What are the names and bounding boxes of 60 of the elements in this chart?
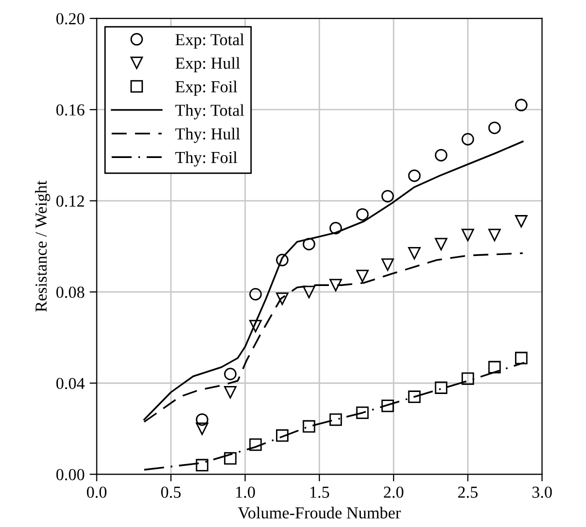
x-tick-label: 0.0 — [86, 486, 106, 498]
point — [196, 458, 208, 472]
legend-label: Exp: Total — [176, 34, 244, 49]
x-tick-label: 0.5 — [161, 486, 181, 498]
point — [462, 132, 474, 146]
point — [276, 254, 289, 266]
point — [276, 429, 289, 442]
x-tick-label: 1.5 — [310, 486, 330, 498]
point — [249, 438, 262, 451]
legend-label: Exp: Hull — [176, 57, 240, 72]
point — [302, 420, 316, 433]
legend-label: Exp: Foil — [176, 80, 238, 96]
point — [302, 238, 316, 250]
point — [515, 215, 528, 228]
y-tick-label: 0.16 — [56, 104, 84, 116]
point — [488, 228, 501, 242]
y-tick-label: 0.20 — [56, 13, 84, 24]
point — [381, 190, 394, 202]
legend-label: Thy: Foil — [175, 151, 238, 167]
y-axis-title: Resistance / Weight — [35, 180, 50, 312]
point — [434, 381, 448, 394]
point — [224, 368, 237, 380]
y-tick-label: 0.08 — [56, 286, 84, 298]
point — [462, 228, 474, 242]
point — [224, 386, 237, 398]
point — [356, 208, 369, 221]
legend-label: Thy: Hull — [175, 128, 240, 143]
point — [488, 360, 501, 374]
point — [381, 400, 394, 412]
x-tick-label: 3.0 — [532, 486, 552, 498]
point — [434, 238, 448, 250]
point — [249, 288, 262, 300]
point — [515, 98, 528, 112]
point — [249, 320, 262, 332]
point — [488, 122, 501, 134]
y-tick-label: 0.12 — [56, 195, 84, 207]
point — [302, 286, 316, 298]
point — [329, 278, 342, 292]
point — [276, 292, 289, 306]
point — [381, 258, 394, 271]
point — [356, 270, 369, 282]
x-tick-label: 2.5 — [458, 486, 478, 498]
point — [329, 222, 342, 234]
point — [515, 352, 528, 364]
point — [434, 148, 448, 162]
point — [408, 169, 421, 182]
legend-label: Thy: Total — [175, 104, 244, 120]
point — [329, 413, 342, 426]
point — [356, 406, 369, 420]
x-tick-label: 1.0 — [236, 486, 255, 498]
point — [408, 246, 421, 260]
y-tick-label: 0.04 — [56, 378, 85, 390]
point — [196, 413, 208, 426]
point — [196, 422, 208, 435]
point — [408, 390, 421, 404]
x-axis-title: Volume-Froude Number — [238, 506, 401, 519]
point — [462, 372, 474, 385]
y-tick-label: 0.00 — [56, 469, 84, 480]
x-tick-label: 2.0 — [384, 486, 404, 498]
point — [224, 452, 237, 465]
